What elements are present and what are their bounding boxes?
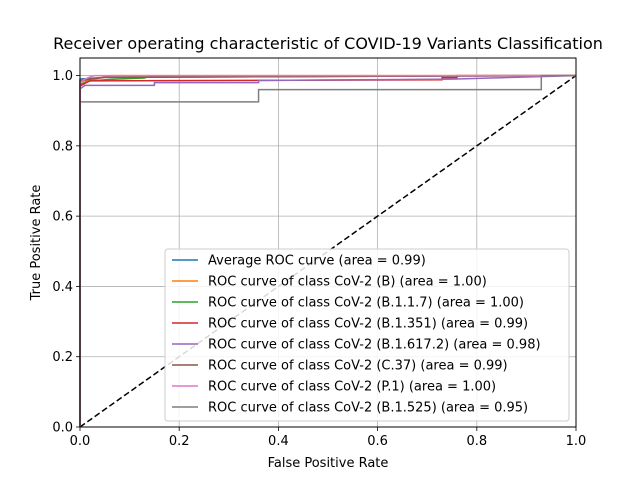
y-tick-label: 0.2 bbox=[52, 350, 73, 365]
plot-frame bbox=[79, 57, 577, 428]
y-tick-label: 1.0 bbox=[52, 69, 73, 84]
x-tick-label: 0.8 bbox=[466, 434, 487, 449]
y-tick-label: 0.0 bbox=[52, 421, 73, 436]
axis-ticks: 0.0 0.2 0.4 0.6 0.8 1.0 0.0 0.2 0.4 0.6 0.8 1.0 bbox=[52, 69, 586, 449]
reference-diagonal bbox=[79, 74, 577, 428]
y-tick-label: 0.6 bbox=[52, 210, 73, 225]
chance-line bbox=[79, 74, 577, 428]
legend: Average ROC curve (area = 0.99) ROC curve… bbox=[164, 248, 570, 422]
x-tick-label: 0.2 bbox=[169, 434, 190, 449]
legend-label: ROC curve of class CoV-2 (B.1.525) (area… bbox=[208, 401, 528, 416]
series-line-4 bbox=[79, 74, 577, 427]
legend-label: Average ROC curve (area = 0.99) bbox=[208, 254, 426, 269]
legend-label: ROC curve of class CoV-2 (B.1.1.7) (area… bbox=[208, 296, 524, 311]
y-tick-label: 0.8 bbox=[52, 139, 73, 154]
legend-label: ROC curve of class CoV-2 (B.1.351) (area… bbox=[208, 317, 528, 332]
x-tick-label: 0.6 bbox=[367, 434, 388, 449]
y-axis-label: True Positive Rate bbox=[29, 185, 44, 302]
x-tick-label: 1.0 bbox=[566, 434, 587, 449]
x-axis-label: False Positive Rate bbox=[268, 456, 389, 471]
y-tick-label: 0.4 bbox=[52, 280, 73, 295]
x-tick-label: 0.4 bbox=[268, 434, 289, 449]
legend-label: ROC curve of class CoV-2 (B) (area = 1.0… bbox=[208, 275, 487, 290]
x-tick-label: 0.0 bbox=[70, 434, 91, 449]
legend-label: ROC curve of class CoV-2 (C.37) (area = … bbox=[208, 359, 508, 374]
legend-label: ROC curve of class CoV-2 (P.1) (area = 1… bbox=[208, 380, 496, 395]
chart-title: Receiver operating characteristic of COV… bbox=[53, 34, 603, 53]
legend-label: ROC curve of class CoV-2 (B.1.617.2) (ar… bbox=[208, 338, 541, 353]
legend-box bbox=[164, 248, 570, 422]
